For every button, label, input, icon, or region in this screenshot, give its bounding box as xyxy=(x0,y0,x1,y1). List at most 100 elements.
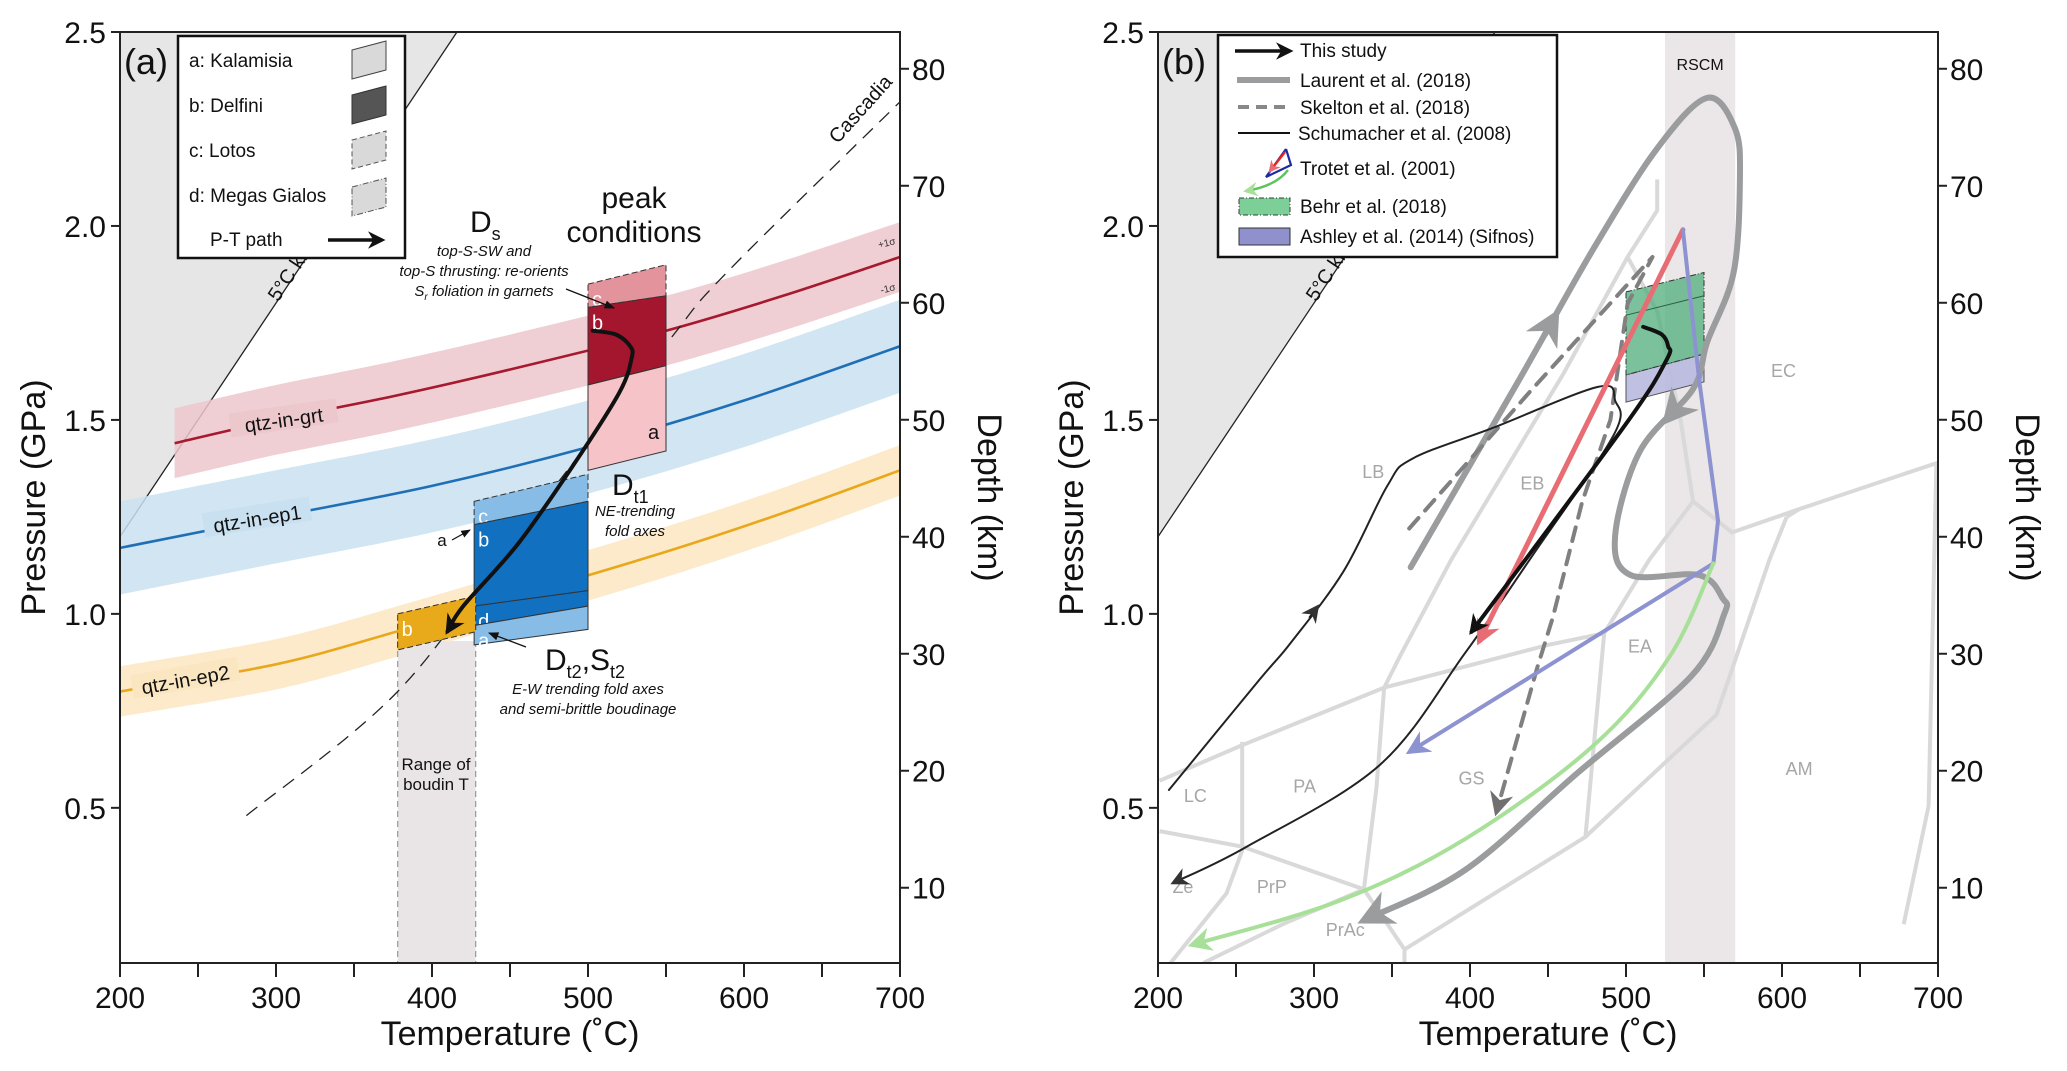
gold-box-b xyxy=(397,595,477,651)
rscm-temperature-band xyxy=(1665,32,1736,963)
panel-a-legend: a: Kalamisia b: Delfini c: Lotos d: Mega… xyxy=(176,34,407,260)
dt2-line-2: and semi-brittle boudinage xyxy=(500,701,677,718)
pt-path-this-study xyxy=(1469,324,1673,635)
boudin-range-line-2: boudin T xyxy=(403,775,469,794)
red-box-letter: c xyxy=(592,289,602,311)
depth-tick-label: 30 xyxy=(1950,639,1983,672)
facies-label-pa: PA xyxy=(1293,776,1316,796)
y-tick-label: 2.5 xyxy=(64,17,106,50)
ds-title: Ds xyxy=(470,206,501,244)
qtz-in-grt-uncertainty-band xyxy=(174,222,900,479)
ds-line-3: Sr foliation in garnets xyxy=(414,283,554,303)
depth-tick-label: 60 xyxy=(1950,288,1983,321)
lotos-swatch xyxy=(351,130,387,170)
x-tick-label: 500 xyxy=(563,982,613,1015)
facies-boundary xyxy=(1584,516,1789,839)
depth-axis-title: Depth (km) xyxy=(2008,413,2046,581)
legend-label: c: Lotos xyxy=(189,141,256,162)
y-tick-label: 0.5 xyxy=(64,793,106,826)
pt-path-trotet-red xyxy=(1476,227,1686,646)
path-direction-arrow xyxy=(1661,386,1699,426)
y-tick-label: 2.5 xyxy=(1102,17,1144,50)
panel-b-axes: 200 300 400 500 600 700 0.5 1.0 1.5 2.0 2.5 10 20 30 4… xyxy=(1053,17,2046,1053)
dt2-line-1: E-W trending fold axes xyxy=(512,681,664,698)
facies-label-gs: GS xyxy=(1459,769,1485,789)
x-tick-label: 400 xyxy=(407,982,457,1015)
path-direction-arrow xyxy=(1301,604,1320,625)
blue-box-letter: b xyxy=(478,530,489,552)
x-tick-label: 700 xyxy=(875,982,925,1015)
y-tick-label: 2.0 xyxy=(1102,211,1144,244)
pt-path-trotet-blue xyxy=(1405,227,1720,755)
dt2-title: Dt2,St2 xyxy=(545,644,625,682)
legend-label: a: Kalamisia xyxy=(189,51,293,72)
facies-label-ea: EA xyxy=(1628,637,1652,657)
depth-tick-label: 70 xyxy=(1950,171,1983,204)
x-tick-label: 400 xyxy=(1445,982,1495,1015)
panel-b-legend: This study Laurent et al. (2018) Skelton… xyxy=(1216,33,1559,259)
megas-gialos-swatch xyxy=(351,177,387,217)
facies-label-am: AM xyxy=(1786,759,1813,779)
y-tick-label: 1.0 xyxy=(64,599,106,632)
legend-label: Schumacher et al. (2008) xyxy=(1298,124,1511,145)
legend-label: d: Megas Gialos xyxy=(189,186,326,207)
pt-path-skelton-et-al-2018 xyxy=(1407,255,1655,817)
legend-item-schumacher: Schumacher et al. (2008) xyxy=(1238,124,1511,145)
legend-item-laurent: Laurent et al. (2018) xyxy=(1237,71,1471,92)
gold-box-letter: b xyxy=(402,619,413,641)
dt1-line-1: NE-trending xyxy=(595,503,676,520)
facies-label-lb: LB xyxy=(1362,462,1384,482)
kalamisia-swatch xyxy=(351,40,387,80)
y-tick-label: 0.5 xyxy=(1102,793,1144,826)
panel-a-annotations: (a) Ds top-S-SW and top-S thrusting: re-… xyxy=(124,41,898,794)
trotet-swatch-icon xyxy=(1243,148,1293,197)
x-tick-label: 200 xyxy=(95,982,145,1015)
depth-tick-label: 10 xyxy=(912,873,945,906)
blue-box-letter: d xyxy=(478,611,489,633)
facies-label-ec: EC xyxy=(1771,361,1796,381)
ds-annotation: Ds top-S-SW and top-S thrusting: re-orie… xyxy=(399,206,615,309)
delfini-swatch xyxy=(351,85,387,125)
legend-item-delfini: b: Delfini xyxy=(189,85,387,125)
boudin-range-line-1: Range of xyxy=(402,755,471,774)
rscm-label: RSCM xyxy=(1677,57,1724,74)
depth-tick-label: 80 xyxy=(1950,54,1983,87)
a-marker-arrow xyxy=(451,529,471,541)
x-tick-label: 300 xyxy=(251,982,301,1015)
isomeke-label-bg xyxy=(201,496,313,538)
blue-box-a xyxy=(473,605,589,646)
facies-label-ze: Ze xyxy=(1172,877,1193,897)
legend-item-behr: Behr et al. (2018) xyxy=(1238,197,1447,218)
plus-sigma-label: +1σ xyxy=(877,236,898,251)
y-tick-label: 1.5 xyxy=(1102,405,1144,438)
x-axis-title: Temperature (˚C) xyxy=(381,1015,640,1053)
panel-a-plot-area: 5°C km⁻¹Cascadiacbdacbabqtz-in-grtqtz-in… xyxy=(120,32,900,963)
legend-label: This study xyxy=(1300,41,1387,62)
legend-item-pt-path: P-T path xyxy=(210,230,386,251)
facies-label-lc: LC xyxy=(1184,786,1207,806)
legend-label: P-T path xyxy=(210,230,283,251)
minus-sigma-label: -1σ xyxy=(879,282,897,297)
panel-a: 5°C km⁻¹Cascadiacbdacbabqtz-in-grtqtz-in… xyxy=(15,17,1008,1053)
peak-label-line-1: peak xyxy=(601,182,667,215)
dt1-annotation: Dt1 NE-trending fold axes xyxy=(595,469,676,540)
depth-tick-label: 60 xyxy=(912,288,945,321)
depth-tick-label: 20 xyxy=(912,756,945,789)
depth-tick-label: 50 xyxy=(912,405,945,438)
facies-label-eb: EB xyxy=(1520,474,1544,494)
legend-label: Ashley et al. (2014) (Sifnos) xyxy=(1300,227,1534,248)
legend-label: Laurent et al. (2018) xyxy=(1300,71,1471,92)
facies-boundary xyxy=(1785,507,1801,519)
y-tick-label: 1.0 xyxy=(1102,599,1144,632)
legend-item-ashley: Ashley et al. (2014) (Sifnos) xyxy=(1238,227,1534,248)
blue-box-letter: c xyxy=(478,506,488,528)
depth-tick-label: 40 xyxy=(912,522,945,555)
qtz-in-ep1-uncertainty-band xyxy=(120,299,900,595)
peak-label-line-2: conditions xyxy=(566,216,701,249)
x-tick-label: 600 xyxy=(719,982,769,1015)
legend-item-skelton: Skelton et al. (2018) xyxy=(1238,98,1470,119)
cascadia-label: Cascadia xyxy=(825,71,898,148)
dt1-title: Dt1 xyxy=(612,469,649,507)
legend-box xyxy=(1216,33,1559,259)
